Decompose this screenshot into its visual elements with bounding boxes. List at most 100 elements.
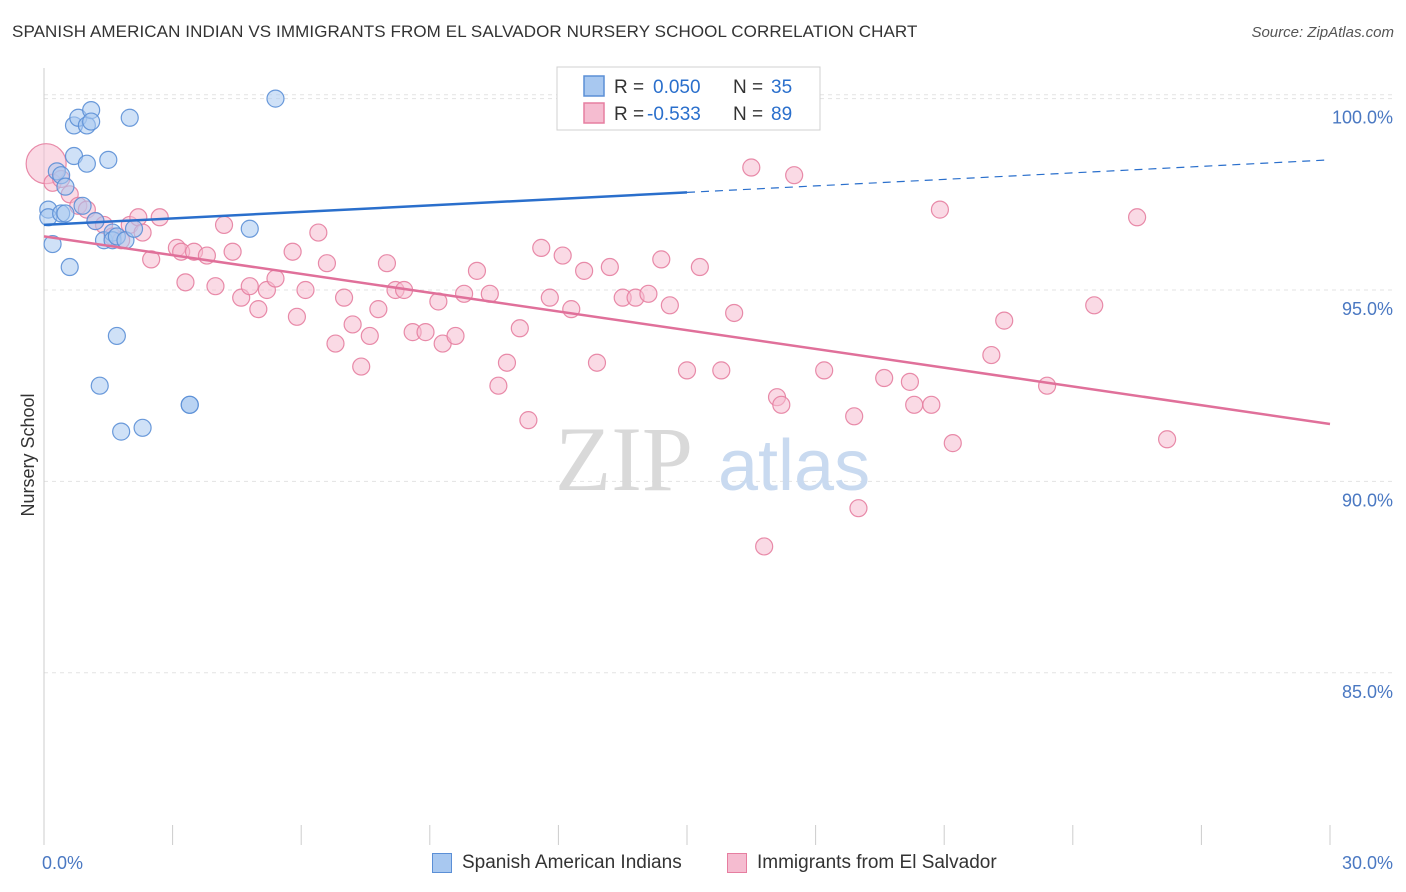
legend-n-label-1: N = — [733, 77, 763, 98]
x-tick-label-min: 0.0% — [42, 853, 83, 873]
legend-r-label-2: R = — [614, 104, 644, 125]
pink-point-33 — [326, 334, 345, 353]
legend-n-value-1: 35 — [771, 77, 792, 98]
blue-point-32 — [240, 219, 259, 238]
pink-point-79 — [900, 372, 920, 391]
pink-point-17 — [176, 273, 195, 292]
trend-lines — [43, 159, 1331, 426]
trend-line-pink — [43, 235, 1331, 426]
pink-point-77 — [849, 499, 868, 518]
pink-point-56 — [553, 246, 572, 265]
series-immigrants-el-salvador — [25, 143, 1177, 556]
pink-point-63 — [639, 284, 658, 303]
stats-legend: R = 0.050 N = 35 R = -0.533 N = 89 — [556, 66, 821, 131]
blue-point-18 — [90, 376, 109, 395]
pink-point-80 — [905, 395, 924, 414]
blue-point-31 — [180, 395, 199, 414]
legend-r-label-1: R = — [614, 77, 644, 98]
pink-point-58 — [575, 261, 594, 280]
pink-point-87 — [1085, 296, 1104, 315]
pink-point-32 — [317, 254, 337, 273]
y-tick-label: 100.0% — [1332, 108, 1393, 128]
blue-point-23 — [107, 326, 126, 346]
pink-point-78 — [875, 368, 894, 388]
pink-point-76 — [845, 407, 864, 426]
y-tick-label: 85.0% — [1342, 682, 1393, 702]
pink-point-65 — [660, 296, 679, 315]
pink-point-64 — [652, 250, 671, 269]
blue-point-13 — [77, 154, 96, 173]
legend-swatch-blue — [583, 75, 605, 97]
trend-line-blue-extension — [686, 159, 1331, 193]
pink-point-81 — [922, 395, 941, 414]
pink-point-48 — [467, 261, 487, 280]
pink-point-34 — [334, 288, 354, 307]
pink-point-14 — [150, 208, 169, 227]
blue-point-29 — [133, 418, 152, 437]
pink-point-24 — [240, 277, 259, 296]
pink-point-43 — [416, 323, 435, 342]
blue-point-27 — [120, 108, 139, 127]
watermark-zip: ZIP — [555, 408, 693, 510]
y-tick-label: 90.0% — [1342, 490, 1393, 510]
blue-point-20 — [99, 150, 118, 169]
watermark-atlas: atlas — [718, 426, 870, 506]
pink-point-37 — [360, 326, 379, 346]
pink-point-27 — [266, 269, 285, 288]
pink-point-30 — [296, 280, 315, 300]
pink-point-53 — [519, 411, 538, 430]
pink-point-85 — [995, 311, 1014, 330]
blue-point-8 — [60, 257, 79, 277]
pink-point-84 — [982, 345, 1001, 365]
pink-point-74 — [785, 166, 804, 185]
legend-item-spanish-american-indians: Spanish American Indians — [432, 852, 682, 874]
pink-point-68 — [712, 361, 731, 380]
pink-point-73 — [772, 395, 791, 414]
blue-point-2 — [43, 234, 62, 254]
pink-point-50 — [489, 376, 508, 395]
blue-point-33 — [266, 89, 285, 108]
pink-point-66 — [677, 361, 697, 380]
legend-label-spanish-american-indians: Spanish American Indians — [462, 852, 682, 873]
x-tick-label-max: 30.0% — [1342, 853, 1393, 873]
blue-point-16 — [82, 112, 101, 131]
pink-point-86 — [1037, 376, 1057, 395]
pink-point-52 — [510, 319, 529, 338]
pink-point-60 — [600, 257, 619, 277]
pink-point-51 — [497, 353, 517, 372]
pink-point-59 — [587, 353, 607, 372]
blue-point-6 — [56, 177, 75, 196]
legend-swatch-spanish-american-indians — [432, 853, 452, 873]
pink-point-28 — [283, 242, 302, 261]
blue-point-12 — [73, 196, 92, 215]
chart-title: SPANISH AMERICAN INDIAN VS IMMIGRANTS FR… — [12, 22, 918, 41]
pink-point-69 — [725, 303, 744, 323]
pink-point-67 — [690, 257, 709, 277]
trend-line-blue — [43, 191, 688, 227]
pink-point-35 — [343, 315, 362, 334]
axes — [43, 68, 1331, 845]
blue-point-25 — [112, 422, 131, 441]
y-tick-label: 95.0% — [1342, 299, 1393, 319]
pink-point-39 — [377, 254, 397, 273]
pink-point-31 — [309, 223, 328, 242]
pink-point-36 — [352, 357, 371, 376]
grid-lines — [44, 94, 1392, 674]
blue-point-7 — [56, 204, 75, 223]
tick-labels: 85.0% 90.0% 95.0% 100.0% 0.0% 30.0% — [42, 108, 1393, 873]
legend-swatch-pink — [583, 102, 605, 124]
series-spanish-american-indians — [39, 89, 594, 441]
pink-point-25 — [249, 300, 268, 319]
y-axis-title: Nursery School — [18, 393, 38, 516]
legend-r-value-2: -0.533 — [647, 104, 701, 125]
series-legend: Spanish American Indians Immigrants from… — [0, 852, 1406, 878]
pink-point-20 — [206, 277, 225, 296]
legend-item-immigrants-el-salvador: Immigrants from El Salvador — [727, 852, 997, 874]
pink-point-55 — [540, 288, 559, 307]
pink-point-21 — [214, 215, 234, 235]
pink-point-54 — [532, 238, 551, 257]
source-label: Source: ZipAtlas.com — [1251, 24, 1394, 41]
pink-point-38 — [369, 300, 388, 319]
pink-point-88 — [1127, 208, 1147, 227]
